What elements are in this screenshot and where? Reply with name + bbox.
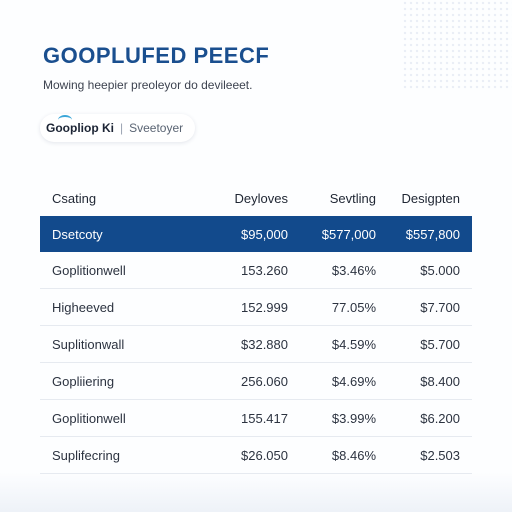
table-cell: $5.000: [420, 262, 460, 278]
table-cell: Goplitionwell: [52, 410, 126, 426]
table-row[interactable]: Goplitionwell 155.417 $3.99% $6.200: [40, 400, 472, 437]
column-header[interactable]: Sevtling: [329, 190, 376, 206]
table-cell: $32.880: [241, 336, 288, 352]
table-row-highlighted[interactable]: Dsetcoty $95,000 $577,000 $557,800: [40, 216, 472, 252]
table-cell: $577,000: [321, 226, 376, 242]
table-cell: 77.05%: [331, 299, 376, 315]
table-cell: $4.59%: [331, 336, 376, 352]
table-cell: Dsetcoty: [52, 226, 103, 242]
table-cell: $3.99%: [331, 410, 376, 426]
table-cell: $26.050: [241, 447, 288, 463]
table-row[interactable]: Higheeved 152.999 77.05% $7.700: [40, 289, 472, 326]
brand-name: Goopliop Ki: [46, 121, 114, 135]
table-row[interactable]: Goplitionwell 153.260 $3.46% $5.000: [40, 252, 472, 289]
column-header[interactable]: Desigpten: [401, 190, 460, 206]
table-cell: 152.999: [241, 299, 288, 315]
table-cell: $8.46%: [331, 447, 376, 463]
table-cell: $4.69%: [331, 373, 376, 389]
column-header[interactable]: Deyloves: [234, 190, 288, 206]
logo-arc-icon: [58, 115, 72, 125]
table-cell: $8.400: [420, 373, 460, 389]
table-cell: Suplifecring: [52, 447, 120, 463]
table-cell: Gopliiering: [52, 373, 115, 389]
table-cell: Suplitionwall: [52, 336, 125, 352]
table-cell: $3.46%: [331, 262, 376, 278]
table-cell: $5.700: [420, 336, 460, 352]
pill-separator: |: [120, 121, 124, 135]
table-cell: $2.503: [420, 447, 460, 463]
table-row[interactable]: Suplifecring $26.050 $8.46% $2.503: [40, 437, 472, 474]
table-cell: $7.700: [420, 299, 460, 315]
table-cell: Higheeved: [52, 299, 115, 315]
table-row[interactable]: Suplitionwall $32.880 $4.59% $5.700: [40, 326, 472, 363]
data-table: Csating Deyloves Sevtling Desigpten Dset…: [40, 180, 472, 474]
decorative-dot-pattern: [402, 0, 512, 90]
table-cell: 153.260: [241, 262, 288, 278]
table-row[interactable]: Gopliiering 256.060 $4.69% $8.400: [40, 363, 472, 400]
brand-logo: Goopliop Ki: [46, 115, 114, 135]
pill-item-label[interactable]: Sveetoyer: [129, 121, 184, 135]
table-header-row: Csating Deyloves Sevtling Desigpten: [40, 180, 472, 216]
table-cell: 256.060: [241, 373, 288, 389]
table-cell: Goplitionwell: [52, 262, 126, 278]
table-cell: $557,800: [405, 226, 460, 242]
bottom-gradient: [0, 472, 512, 512]
table-cell: $95,000: [241, 226, 288, 242]
page-title: GOOPLUFED PEECF: [43, 43, 270, 68]
table-cell: $6.200: [420, 410, 460, 426]
page-subtitle: Mowing heepier preoleyor do devileeet.: [43, 78, 253, 92]
column-header[interactable]: Csating: [52, 190, 97, 206]
brand-pill[interactable]: Goopliop Ki | Sveetoyer: [40, 114, 196, 142]
table-cell: 155.417: [241, 410, 288, 426]
